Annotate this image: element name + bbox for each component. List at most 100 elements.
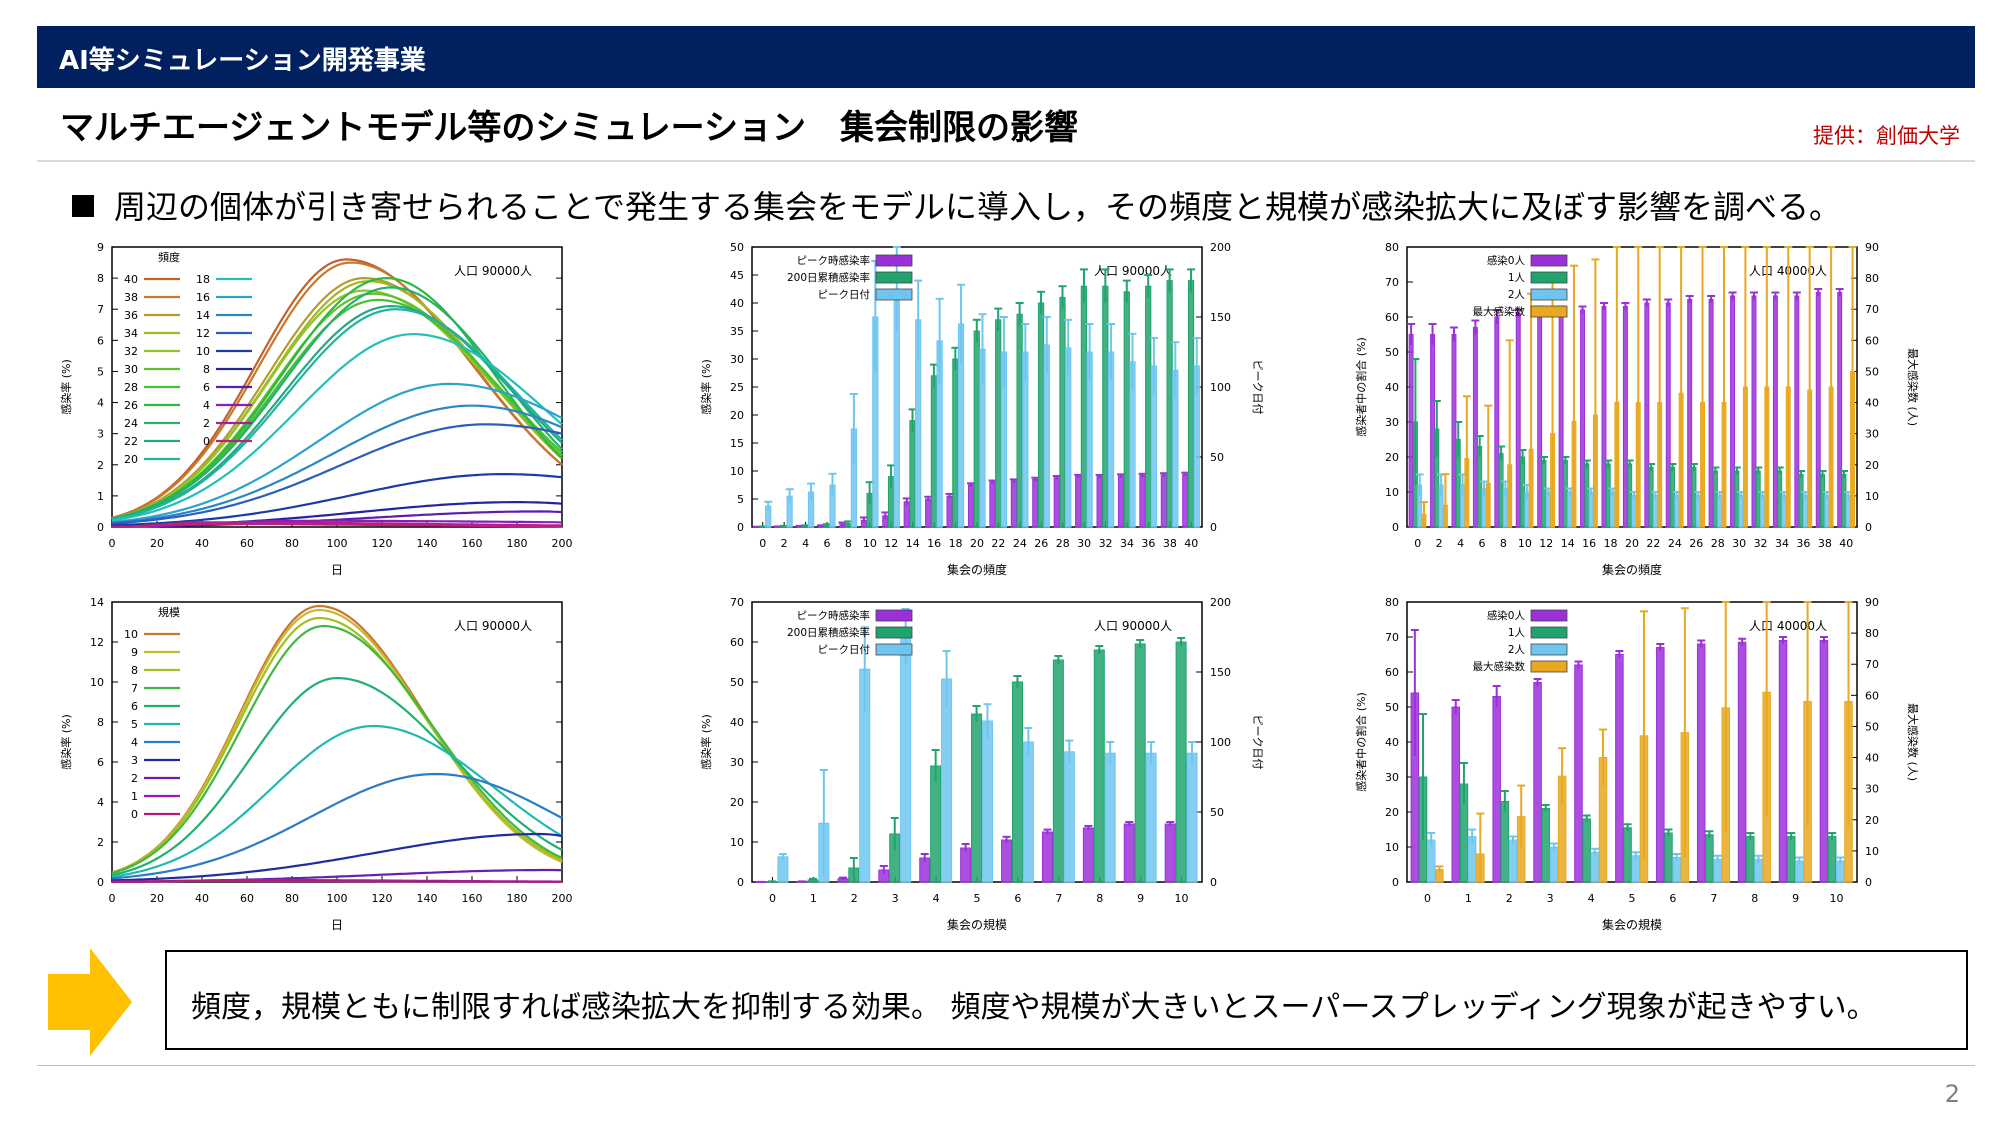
- bar: [1498, 453, 1504, 528]
- x-tick-label: 20: [150, 537, 164, 550]
- right-arrow-icon: [48, 948, 132, 1056]
- y-tick-label: 30: [1385, 416, 1399, 429]
- y-tick-label: 0: [1392, 876, 1399, 889]
- x-tick-label: 140: [417, 537, 438, 550]
- x-tick-label: 22: [991, 537, 1005, 550]
- y-tick-label: 0: [1392, 521, 1399, 534]
- bar: [973, 330, 980, 528]
- bar: [1656, 647, 1665, 883]
- legend-label: 8: [131, 664, 138, 677]
- legend-swatch: [1530, 305, 1568, 318]
- y2-tick-label: 70: [1865, 658, 1879, 671]
- legend-label: 38: [124, 291, 138, 304]
- y-tick-label: 40: [1385, 736, 1399, 749]
- bar: [1182, 473, 1189, 528]
- bar: [1705, 834, 1714, 883]
- chart-annotation: 人口 40000人: [1749, 619, 1827, 633]
- x-tick-label: 32: [1099, 537, 1113, 550]
- y-tick-label: 15: [730, 437, 744, 450]
- y-tick-label: 20: [730, 796, 744, 809]
- bar: [989, 481, 996, 528]
- y-axis-label: 感染率 (%): [699, 359, 713, 415]
- bar: [1472, 327, 1478, 528]
- legend-label: 1: [131, 790, 138, 803]
- x-tick-label: 80: [285, 892, 299, 905]
- bar: [1622, 306, 1628, 528]
- y2-tick-label: 40: [1865, 752, 1879, 765]
- bar: [1845, 495, 1851, 528]
- x-tick-label: 40: [1839, 537, 1853, 550]
- y2-tick-label: 80: [1865, 272, 1879, 285]
- bar: [1500, 801, 1510, 883]
- bar: [1166, 280, 1173, 528]
- x-tick-label: 8: [1751, 892, 1758, 905]
- y2-tick-label: 60: [1865, 689, 1879, 702]
- series-line: [111, 519, 562, 528]
- x-tick-label: 28: [1711, 537, 1725, 550]
- legend-label: 34: [124, 327, 138, 340]
- y2-axis-label: 最大感染数 (人): [1906, 348, 1920, 426]
- bar: [1712, 470, 1718, 528]
- legend-label: 8: [203, 363, 210, 376]
- y2-tick-label: 200: [1210, 596, 1231, 609]
- x-tick-label: 12: [1539, 537, 1553, 550]
- bar: [1080, 285, 1088, 528]
- legend-label: 最大感染数: [1473, 660, 1526, 673]
- bar: [1824, 495, 1830, 528]
- y2-tick-label: 10: [1865, 845, 1879, 858]
- x-tick-label: 40: [1184, 537, 1198, 550]
- title-divider: [37, 160, 1975, 162]
- y-tick-label: 50: [730, 241, 744, 254]
- y2-tick-label: 200: [1210, 241, 1231, 254]
- chart-frequency-distribution: 010203040506070800102030405060708090感染者中…: [1354, 241, 1920, 577]
- legend-swatch: [875, 271, 913, 284]
- y2-tick-label: 30: [1865, 783, 1879, 796]
- bar: [1053, 477, 1060, 528]
- y-tick-label: 10: [1385, 486, 1399, 499]
- x-tick-label: 180: [507, 892, 528, 905]
- legend-label: 0: [203, 435, 210, 448]
- x-tick-label: 0: [1424, 892, 1431, 905]
- chart-annotation: 人口 90000人: [454, 264, 532, 278]
- x-tick-label: 120: [372, 892, 393, 905]
- bar: [1558, 309, 1564, 528]
- x-tick-label: 34: [1775, 537, 1789, 550]
- bar: [1145, 285, 1152, 528]
- x-tick-label: 2: [1436, 537, 1443, 550]
- legend-label: 12: [196, 327, 210, 340]
- bar: [1494, 316, 1500, 528]
- bar: [1802, 495, 1808, 528]
- header-bar: AI等シミュレーション開発事業: [37, 26, 1975, 88]
- x-tick-label: 12: [884, 537, 898, 550]
- legend-label: 200日累積感染率: [787, 626, 870, 639]
- bullet-text: 周辺の個体が引き寄せられることで発生する集会をモデルに導入し，その頻度と規模が感…: [114, 188, 1842, 226]
- y-tick-label: 60: [1385, 666, 1399, 679]
- bar: [1772, 295, 1778, 528]
- y2-tick-label: 40: [1865, 397, 1879, 410]
- bar: [1041, 831, 1053, 883]
- legend-label: 2人: [1508, 644, 1526, 656]
- bar: [1545, 491, 1551, 528]
- bar: [925, 498, 932, 528]
- bar: [1001, 839, 1013, 883]
- bar: [900, 636, 912, 883]
- y-tick-label: 40: [1385, 381, 1399, 394]
- y2-tick-label: 10: [1865, 490, 1879, 503]
- bar: [1815, 292, 1821, 528]
- y-tick-label: 70: [1385, 631, 1399, 644]
- legend-label: 22: [124, 435, 138, 448]
- y2-tick-label: 80: [1865, 627, 1879, 640]
- x-tick-label: 18: [1604, 537, 1618, 550]
- bar: [1117, 475, 1125, 528]
- y2-tick-label: 20: [1865, 459, 1879, 472]
- bar: [1674, 495, 1680, 528]
- x-tick-label: 40: [195, 892, 209, 905]
- y-tick-label: 12: [90, 636, 104, 649]
- legend-label: 0: [131, 808, 138, 821]
- x-tick-label: 100: [327, 537, 348, 550]
- legend-swatch: [1530, 609, 1568, 622]
- y-tick-label: 50: [1385, 346, 1399, 359]
- y-axis-label: 感染者中の割合 (%): [1354, 692, 1368, 792]
